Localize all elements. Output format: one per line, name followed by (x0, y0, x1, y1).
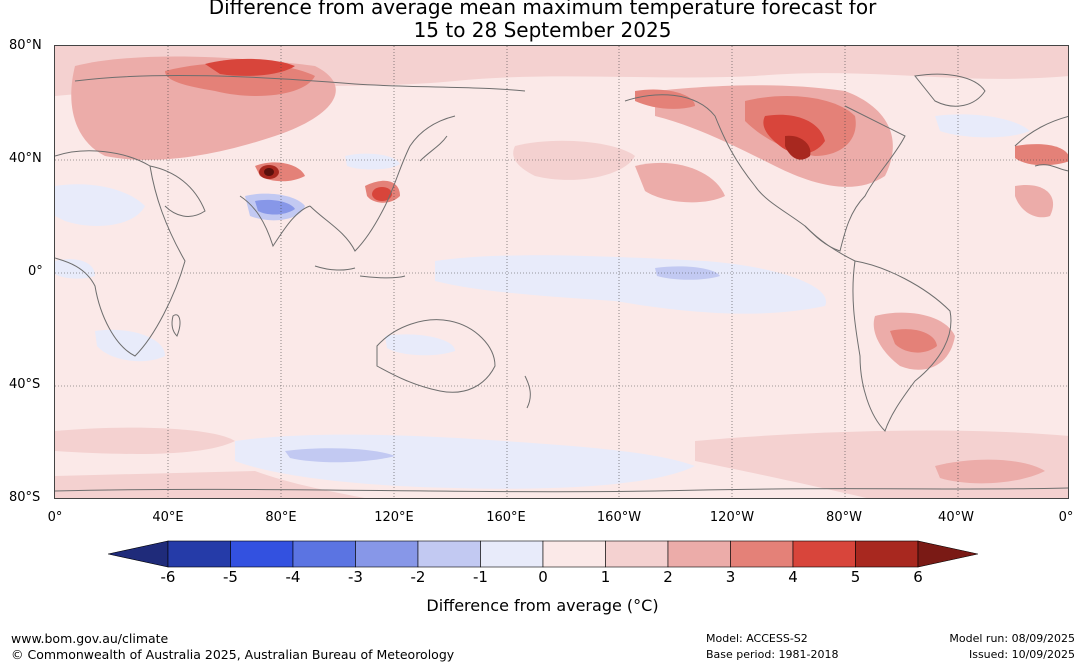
colorbar (108, 540, 978, 568)
footer-model-run: Model run: 08/09/2025 (949, 632, 1075, 645)
map-svg (55, 46, 1068, 498)
colorbar-segment (542, 540, 606, 568)
footer-run-info: Model run: 08/09/2025 Issued: 10/09/2025 (949, 631, 1075, 663)
colorbar-tick-label: 4 (788, 568, 798, 586)
anomaly-canada-core (763, 114, 825, 154)
footer-url: www.bom.gov.au/climate (11, 631, 169, 646)
colorbar-segment (730, 540, 794, 568)
colorbar-tick-label: -1 (473, 568, 488, 586)
colorbar-tick-label: 2 (663, 568, 673, 586)
lon-label-160e: 160°E (486, 510, 526, 525)
graticule (55, 46, 1068, 498)
colorbar-segment (230, 540, 294, 568)
colorbar-segment (480, 540, 544, 568)
anomaly-south-atlantic-warm (55, 427, 235, 454)
footer-credits: www.bom.gov.au/climate © Commonwealth of… (11, 631, 454, 663)
footer-base-period: Base period: 1981-2018 (706, 648, 839, 661)
colorbar-segment (292, 540, 356, 568)
lon-label-40e: 40°E (152, 510, 184, 525)
title-line-2: 15 to 28 September 2025 (413, 18, 672, 42)
lon-label-80e: 80°E (265, 510, 297, 525)
coastlines (55, 73, 1068, 493)
colorbar-segment (167, 540, 231, 568)
lat-label-40n: 40°N (9, 151, 42, 166)
lon-label-120e: 120°E (374, 510, 414, 525)
lon-label-80w: 80°W (826, 510, 862, 525)
colorbar-segment (355, 540, 419, 568)
colorbar-label: Difference from average (°C) (426, 596, 659, 615)
lat-label-40s: 40°S (9, 377, 41, 392)
anomaly-mongolia-cool (345, 153, 400, 170)
lon-label-40w: 40°W (938, 510, 974, 525)
colorbar-tick-label: 0 (538, 568, 548, 586)
anomaly-canada-peak (785, 135, 811, 160)
colorbar-under-extension (108, 540, 169, 568)
anomaly-tropical-pacific-cool (435, 255, 827, 314)
colorbar-tick-label: -4 (285, 568, 301, 586)
lat-label-80s: 80°S (9, 490, 41, 505)
lon-label-0-end: 0° (1058, 510, 1074, 525)
forecast-map (54, 45, 1069, 499)
anomaly-sahel-cool (55, 184, 145, 226)
anomaly-alaska (635, 89, 695, 109)
colorbar-segment (855, 540, 919, 568)
footer-model: Model: ACCESS-S2 (706, 632, 808, 645)
colorbar-tick-label: 1 (600, 568, 611, 586)
colorbar-tick-label: 6 (913, 568, 923, 586)
footer-issued: Issued: 10/09/2025 (968, 648, 1075, 661)
colorbar-tick-label: 5 (850, 568, 861, 586)
colorbar-tick-label: -5 (223, 568, 238, 586)
lon-label-160w: 160°W (596, 510, 642, 525)
colorbar-segment (605, 540, 669, 568)
anomaly-north-pacific (513, 140, 635, 180)
colorbar-tick-label: -6 (160, 568, 176, 586)
footer-model-info: Model: ACCESS-S2 Base period: 1981-2018 (706, 631, 838, 663)
colorbar-segment (417, 540, 481, 568)
anomaly-east-pacific (635, 162, 725, 203)
lat-label-equator: 0° (28, 264, 43, 279)
lon-label-0: 0° (47, 510, 63, 525)
colorbar-tick-label: -3 (348, 568, 363, 586)
lon-label-120w: 120°W (709, 510, 755, 525)
footer-copyright: © Commonwealth of Australia 2025, Austra… (11, 647, 455, 662)
anomaly-indian-ocean-cool (95, 329, 165, 362)
anomaly-greenland-cool (935, 114, 1030, 138)
lat-label-80n: 80°N (9, 38, 42, 53)
anomaly-siberia-core (205, 58, 295, 76)
anomaly-southern-ocean-cool (235, 434, 695, 489)
colorbar-tick-label: -2 (410, 568, 426, 586)
colorbar-over-extension (917, 540, 978, 568)
title-line-1: Difference from average mean maximum tem… (208, 0, 877, 19)
colorbar-tick-label: 3 (725, 568, 736, 586)
colorbar-segment (792, 540, 856, 568)
map-title: Difference from average mean maximum tem… (0, 0, 1085, 42)
colorbar-segment (667, 540, 731, 568)
